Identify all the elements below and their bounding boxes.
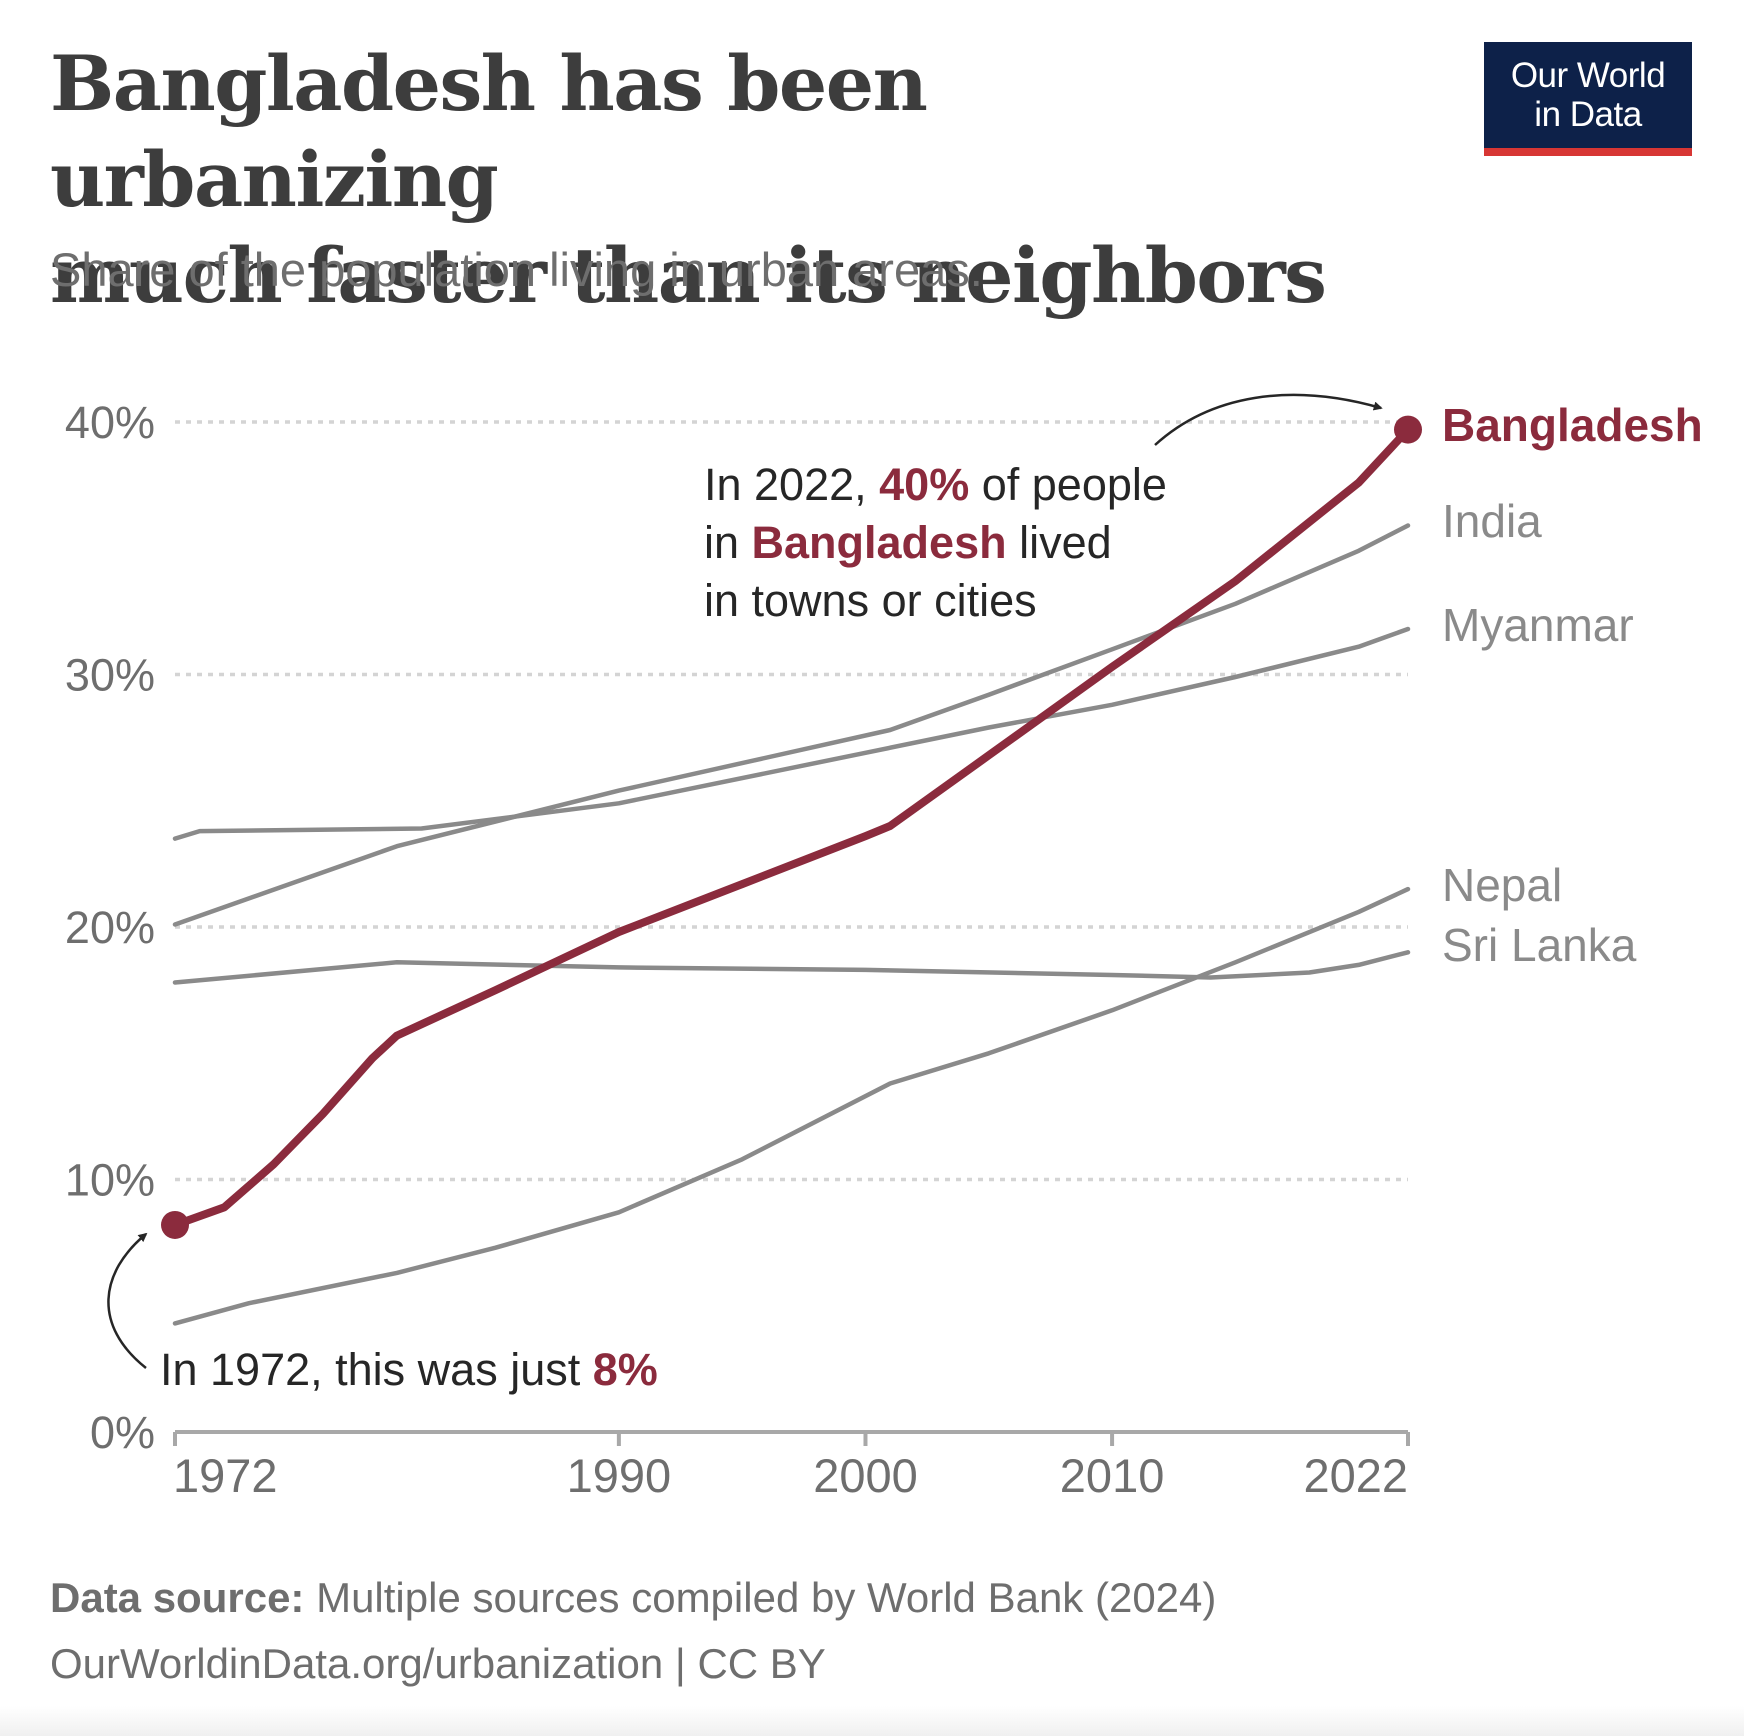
series-label-nepal: Nepal [1442, 859, 1562, 911]
annotation-1972-text: In 1972, this was just 8% [160, 1344, 658, 1395]
logo-line-1: Our World [1510, 56, 1666, 95]
source-url[interactable]: OurWorldinData.org/urbanization | CC BY [50, 1640, 826, 1687]
y-tick-label-40-: 40% [65, 397, 155, 448]
annotation-2022-line-1: In 2022, 40% of people [704, 459, 1167, 510]
annotation-arrow-1972 [107, 1232, 148, 1369]
series-end-labels: India Myanmar Nepal Sri Lanka Bangladesh [1442, 399, 1703, 971]
annotation-2022: In 2022, 40% of people in Bangladesh liv… [704, 393, 1383, 626]
x-tick-label-1990: 1990 [567, 1449, 672, 1502]
series-label-india: India [1442, 495, 1542, 547]
x-tick-label-2000: 2000 [813, 1449, 918, 1502]
y-tick-label-0-: 0% [90, 1407, 155, 1458]
y-tick-label-30-: 30% [65, 650, 155, 701]
title-line-1: Bangladesh has been urbanizing [50, 39, 928, 224]
y-axis-tick-labels: 0% 10% 20% 30% 40% [65, 397, 155, 1458]
x-axis: 1972 1990 2000 2010 2022 [173, 1430, 1410, 1502]
gridlines [175, 420, 1408, 1182]
chart-subtitle: Share of the population living in urban … [50, 243, 983, 296]
chart-title: Bangladesh has been urbanizing much fast… [50, 36, 1350, 324]
annotation-2022-line-3: in towns or cities [704, 575, 1037, 626]
chart-footer: Data source: Multiple sources compiled b… [50, 1565, 1216, 1697]
point-bangladesh-2022[interactable] [1394, 415, 1422, 444]
series-label-bangladesh: Bangladesh [1442, 399, 1703, 451]
page-bottom-shade [0, 1706, 1744, 1736]
y-tick-label-20-: 20% [65, 902, 155, 953]
annotation-2022-line-2: in Bangladesh lived [704, 517, 1112, 568]
y-tick-label-10-: 10% [65, 1155, 155, 1206]
data-source: Data source: Multiple sources compiled b… [50, 1565, 1216, 1631]
series-label-sri-lanka: Sri Lanka [1442, 919, 1637, 971]
data-source-text: Multiple sources compiled by World Bank … [304, 1574, 1217, 1621]
logo-line-2: in Data [1534, 95, 1642, 134]
data-source-label: Data source: [50, 1574, 305, 1621]
series-label-myanmar: Myanmar [1442, 599, 1634, 651]
series-lines [161, 415, 1422, 1326]
x-tick-label-2010: 2010 [1060, 1449, 1165, 1502]
annotation-1972: In 1972, this was just 8% [107, 1232, 658, 1395]
series-line-myanmar[interactable] [172, 626, 1411, 841]
x-tick-label-2022: 2022 [1303, 1449, 1408, 1502]
annotation-arrow-2022 [1154, 393, 1383, 446]
line-chart: 1972 1990 2000 2010 2022 0% 10% 20% 30% 40% Indi… [65, 393, 1703, 1502]
series-line-sri-lanka[interactable] [172, 950, 1411, 985]
x-tick-label-1972: 1972 [173, 1449, 278, 1502]
title-line-2: much faster than its neighbors [50, 231, 1327, 320]
point-bangladesh-1972[interactable] [161, 1210, 189, 1239]
series-line-bangladesh[interactable] [171, 425, 1412, 1229]
series-line-nepal[interactable] [172, 886, 1411, 1326]
series-line-india[interactable] [172, 523, 1411, 927]
owid-logo[interactable]: Our World in Data [1484, 42, 1692, 156]
